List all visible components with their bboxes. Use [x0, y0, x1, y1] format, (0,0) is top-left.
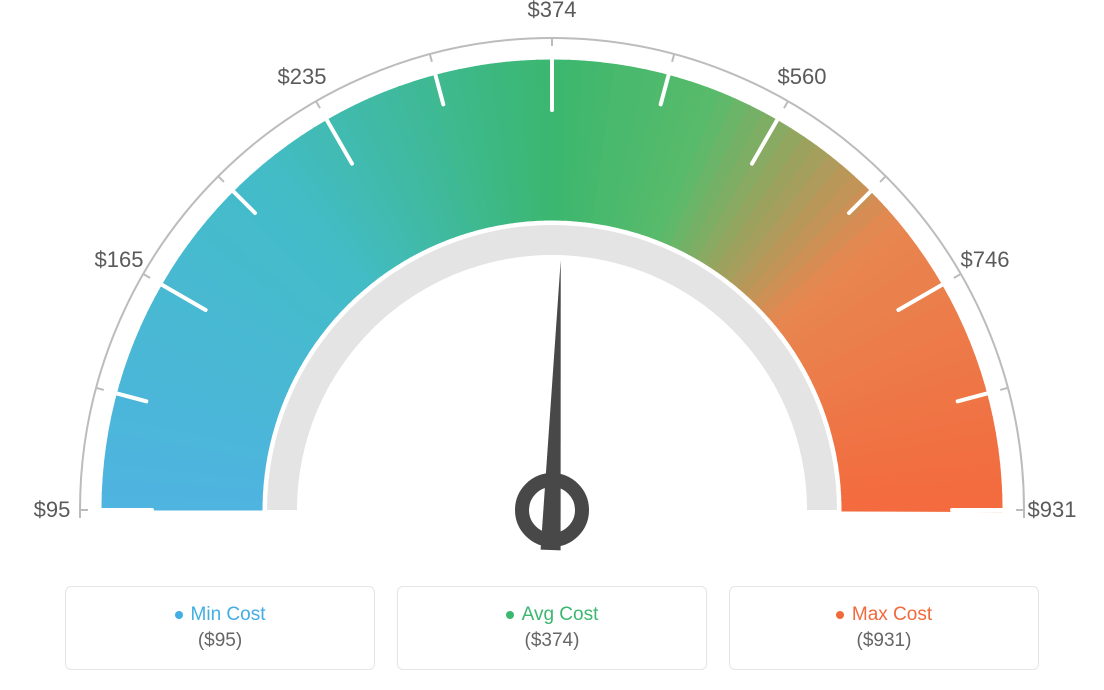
- gauge-tick-label: $165: [95, 247, 144, 273]
- legend-row: Min Cost ($95) Avg Cost ($374) Max Cost …: [0, 586, 1104, 670]
- legend-card-max: Max Cost ($931): [729, 586, 1039, 670]
- legend-card-min: Min Cost ($95): [65, 586, 375, 670]
- gauge-tick-label: $746: [961, 247, 1010, 273]
- legend-card-avg: Avg Cost ($374): [397, 586, 707, 670]
- legend-value-avg: ($374): [525, 630, 580, 652]
- gauge-tick-label: $235: [278, 64, 327, 90]
- legend-label-avg: Avg Cost: [522, 604, 599, 626]
- gauge-tick-label: $95: [34, 497, 71, 523]
- legend-value-max: ($931): [857, 630, 912, 652]
- gauge-chart-container: Min Cost ($95) Avg Cost ($374) Max Cost …: [0, 0, 1104, 690]
- legend-top: Min Cost: [175, 604, 266, 626]
- legend-dot-max: [836, 611, 844, 619]
- legend-label-max: Max Cost: [852, 604, 932, 626]
- legend-dot-avg: [506, 611, 514, 619]
- legend-dot-min: [175, 611, 183, 619]
- gauge-svg: [0, 0, 1104, 570]
- gauge-tick-label: $560: [778, 64, 827, 90]
- legend-top: Avg Cost: [506, 604, 599, 626]
- gauge-tick-label: $374: [528, 0, 577, 23]
- legend-top: Max Cost: [836, 604, 932, 626]
- gauge-tick-label: $931: [1028, 497, 1077, 523]
- legend-value-min: ($95): [198, 630, 242, 652]
- legend-label-min: Min Cost: [191, 604, 266, 626]
